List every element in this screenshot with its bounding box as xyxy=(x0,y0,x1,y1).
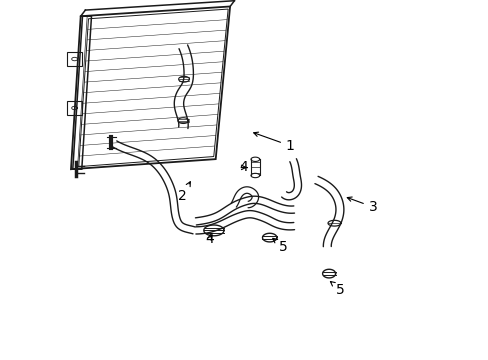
Text: 4: 4 xyxy=(239,161,247,174)
Text: 2: 2 xyxy=(178,182,190,203)
Text: 1: 1 xyxy=(253,132,294,153)
Text: 3: 3 xyxy=(346,197,377,214)
Text: 5: 5 xyxy=(272,238,287,253)
Text: 4: 4 xyxy=(204,233,213,246)
Text: 5: 5 xyxy=(330,282,345,297)
